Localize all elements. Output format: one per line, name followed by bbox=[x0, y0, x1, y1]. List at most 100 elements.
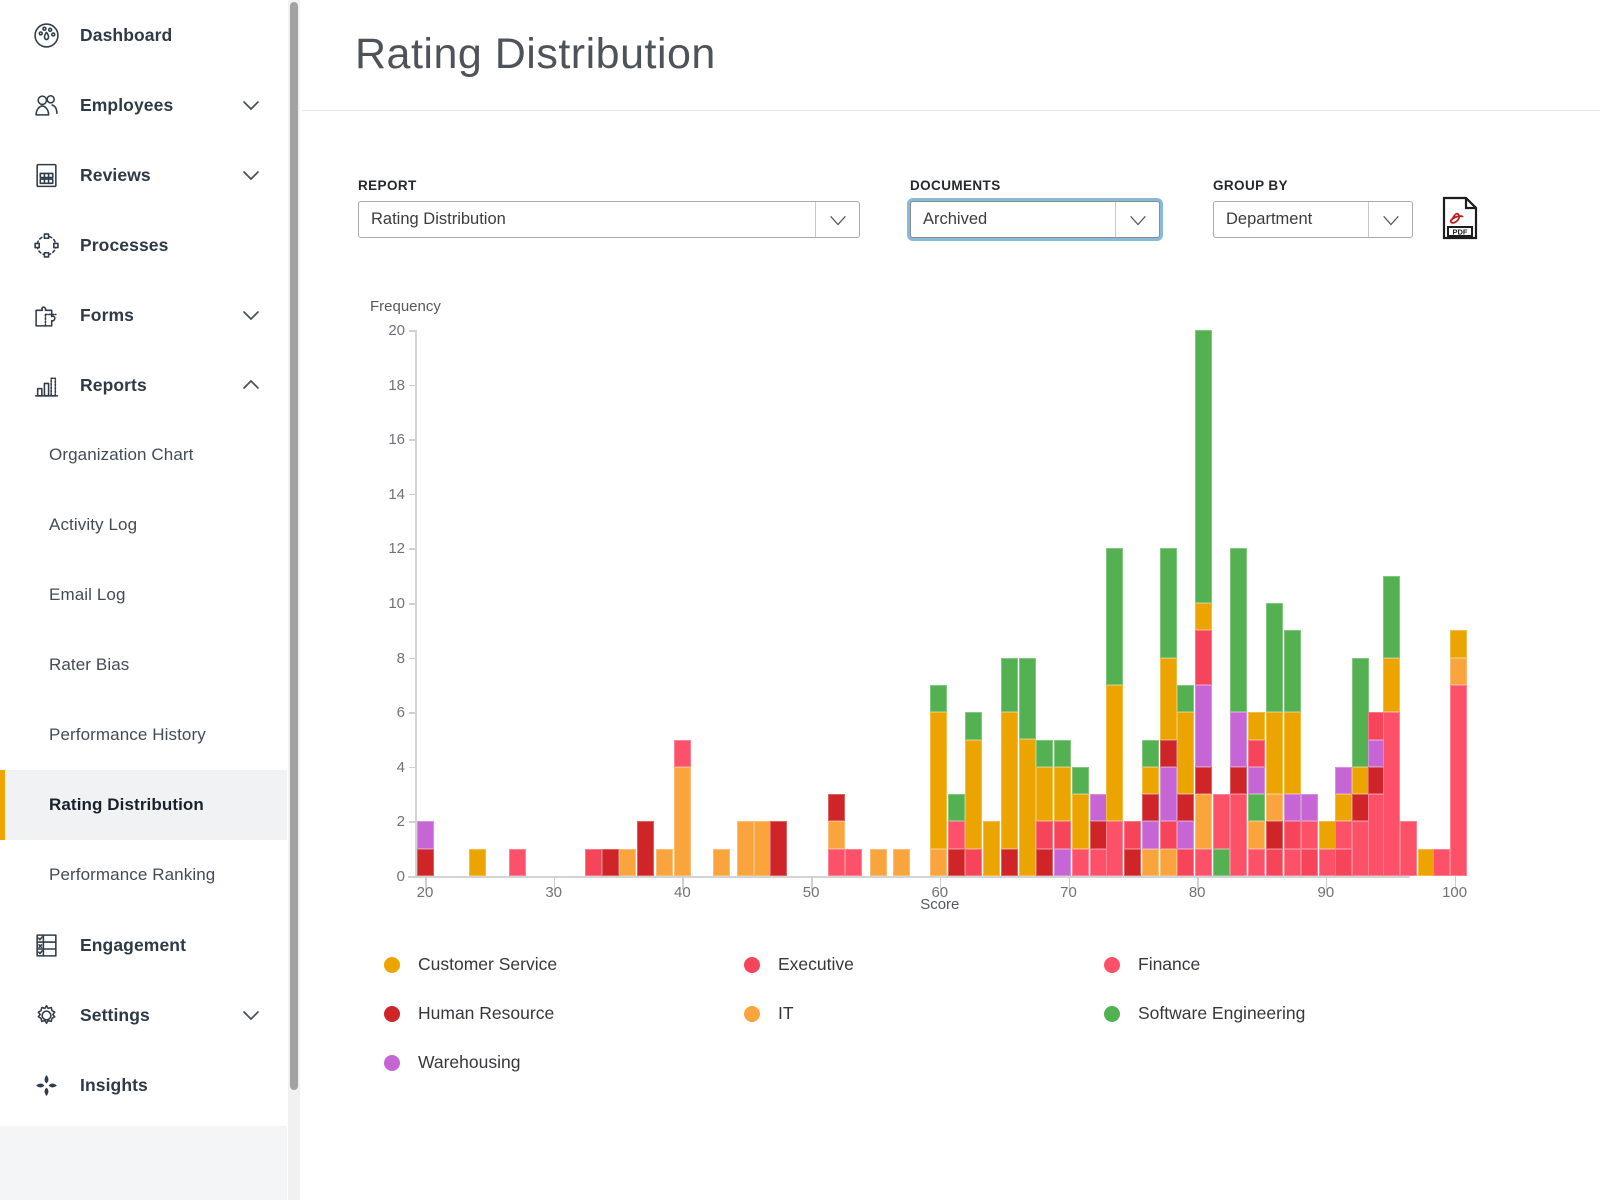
sidebar-subitem-rating-distribution[interactable]: Rating Distribution bbox=[0, 770, 287, 840]
stacked-bar[interactable] bbox=[1265, 603, 1283, 876]
bar-segment-hr[interactable] bbox=[1195, 766, 1213, 795]
export-pdf-button[interactable]: PDF bbox=[1440, 196, 1480, 240]
bar-segment-fi[interactable] bbox=[509, 848, 527, 876]
stacked-bar[interactable] bbox=[1213, 794, 1231, 876]
sidebar-item-processes[interactable]: Processes bbox=[0, 210, 287, 280]
stacked-bar[interactable] bbox=[1160, 548, 1178, 876]
bar-segment-fi[interactable] bbox=[828, 848, 846, 876]
legend-item-cs[interactable]: Customer Service bbox=[384, 954, 557, 975]
bar-segment-cs[interactable] bbox=[1000, 712, 1018, 849]
bar-segment-wh[interactable] bbox=[1053, 848, 1071, 876]
bar-segment-se[interactable] bbox=[930, 684, 947, 713]
bar-segment-cs[interactable] bbox=[1071, 794, 1089, 849]
bar-segment-it[interactable] bbox=[892, 848, 910, 876]
bar-segment-fi[interactable] bbox=[673, 739, 691, 767]
bar-segment-se[interactable] bbox=[1000, 657, 1018, 713]
bar-segment-it[interactable] bbox=[655, 848, 673, 876]
stacked-bar[interactable] bbox=[1089, 794, 1107, 876]
bar-segment-se[interactable] bbox=[1352, 657, 1370, 767]
bar-segment-fi[interactable] bbox=[1213, 794, 1231, 849]
sidebar-scrollbar[interactable] bbox=[288, 0, 300, 1200]
bar-segment-hr[interactable] bbox=[636, 821, 654, 876]
bar-segment-ex[interactable] bbox=[1124, 821, 1142, 849]
bar-segment-it[interactable] bbox=[1265, 794, 1283, 822]
bar-segment-cs[interactable] bbox=[1106, 684, 1124, 822]
stacked-bar[interactable] bbox=[753, 821, 771, 876]
bar-segment-it[interactable] bbox=[1142, 848, 1160, 876]
bar-segment-wh[interactable] bbox=[1177, 821, 1195, 849]
sidebar-item-reports[interactable]: Reports bbox=[0, 350, 287, 420]
bar-segment-wh[interactable] bbox=[1367, 739, 1385, 767]
stacked-bar[interactable] bbox=[1053, 739, 1071, 876]
bar-segment-fi[interactable] bbox=[1383, 712, 1401, 876]
stacked-bar[interactable] bbox=[948, 794, 966, 876]
bar-segment-fi[interactable] bbox=[1195, 848, 1213, 876]
stacked-bar[interactable] bbox=[1035, 739, 1053, 876]
sidebar-item-insights[interactable]: Insights bbox=[0, 1050, 287, 1120]
sidebar-item-reviews[interactable]: Reviews bbox=[0, 140, 287, 210]
bar-segment-fi[interactable] bbox=[948, 821, 966, 849]
legend-item-wh[interactable]: Warehousing bbox=[384, 1052, 520, 1073]
stacked-bar[interactable] bbox=[1433, 848, 1451, 876]
bar-segment-cs[interactable] bbox=[1195, 603, 1213, 631]
stacked-bar[interactable] bbox=[1417, 848, 1435, 876]
bar-segment-ex[interactable] bbox=[1195, 630, 1213, 685]
bar-segment-cs[interactable] bbox=[1247, 712, 1265, 740]
documents-select[interactable]: Archived bbox=[910, 201, 1160, 238]
stacked-bar[interactable] bbox=[869, 848, 887, 876]
bar-segment-se[interactable] bbox=[1106, 548, 1124, 685]
bar-segment-wh[interactable] bbox=[416, 821, 434, 849]
bar-segment-hr[interactable] bbox=[1035, 848, 1053, 876]
bar-segment-cs[interactable] bbox=[1035, 766, 1053, 822]
stacked-bar[interactable] bbox=[930, 684, 947, 876]
bar-segment-se[interactable] bbox=[1383, 575, 1401, 658]
bar-segment-wh[interactable] bbox=[1229, 712, 1247, 767]
bar-segment-it[interactable] bbox=[1195, 794, 1213, 849]
bar-segment-hr[interactable] bbox=[1229, 766, 1247, 795]
stacked-bar[interactable] bbox=[964, 712, 982, 876]
stacked-bar[interactable] bbox=[845, 848, 863, 876]
bar-segment-hr[interactable] bbox=[1124, 848, 1142, 876]
sidebar-item-engagement[interactable]: Engagement bbox=[0, 910, 287, 980]
bar-segment-wh[interactable] bbox=[1160, 766, 1178, 822]
bar-segment-wh[interactable] bbox=[1335, 766, 1353, 795]
bar-segment-se[interactable] bbox=[1177, 684, 1195, 713]
bar-segment-it[interactable] bbox=[712, 848, 730, 876]
bar-segment-se[interactable] bbox=[1229, 548, 1247, 713]
bar-segment-wh[interactable] bbox=[1300, 794, 1318, 822]
stacked-bar[interactable] bbox=[1124, 821, 1142, 876]
sidebar-subitem-rater-bias[interactable]: Rater Bias bbox=[0, 630, 287, 700]
stacked-bar[interactable] bbox=[1367, 712, 1385, 876]
bar-segment-fi[interactable] bbox=[1433, 848, 1451, 876]
bar-segment-ex[interactable] bbox=[1300, 848, 1318, 876]
bar-segment-ex[interactable] bbox=[1367, 712, 1385, 740]
bar-segment-fi[interactable] bbox=[1300, 821, 1318, 849]
stacked-bar[interactable] bbox=[469, 848, 487, 876]
stacked-bar[interactable] bbox=[601, 848, 619, 876]
legend-item-ex[interactable]: Executive bbox=[744, 954, 854, 975]
bar-segment-it[interactable] bbox=[1247, 821, 1265, 849]
bar-segment-cs[interactable] bbox=[964, 739, 982, 849]
bar-segment-cs[interactable] bbox=[1160, 657, 1178, 740]
bar-segment-cs[interactable] bbox=[1335, 794, 1353, 822]
stacked-bar[interactable] bbox=[585, 848, 603, 876]
bar-segment-fi[interactable] bbox=[1283, 848, 1301, 876]
stacked-bar[interactable] bbox=[736, 821, 754, 876]
bar-segment-wh[interactable] bbox=[1089, 794, 1107, 822]
bar-segment-ex[interactable] bbox=[1177, 848, 1195, 876]
stacked-bar[interactable] bbox=[892, 848, 910, 876]
bar-segment-fi[interactable] bbox=[1335, 821, 1353, 849]
bar-segment-cs[interactable] bbox=[982, 821, 1000, 876]
bar-segment-fi[interactable] bbox=[1352, 821, 1370, 876]
stacked-bar[interactable] bbox=[1071, 766, 1089, 876]
stacked-bar[interactable] bbox=[636, 821, 654, 876]
sidebar-subitem-organization-chart[interactable]: Organization Chart bbox=[0, 420, 287, 490]
stacked-bar[interactable] bbox=[1383, 575, 1401, 876]
bar-segment-ex[interactable] bbox=[1265, 848, 1283, 876]
bar-segment-se[interactable] bbox=[1213, 848, 1231, 876]
bar-segment-fi[interactable] bbox=[1106, 821, 1124, 876]
bar-segment-ex[interactable] bbox=[1247, 739, 1265, 767]
bar-segment-it[interactable] bbox=[828, 821, 846, 849]
stacked-bar[interactable] bbox=[1300, 794, 1318, 876]
bar-segment-se[interactable] bbox=[1142, 739, 1160, 767]
